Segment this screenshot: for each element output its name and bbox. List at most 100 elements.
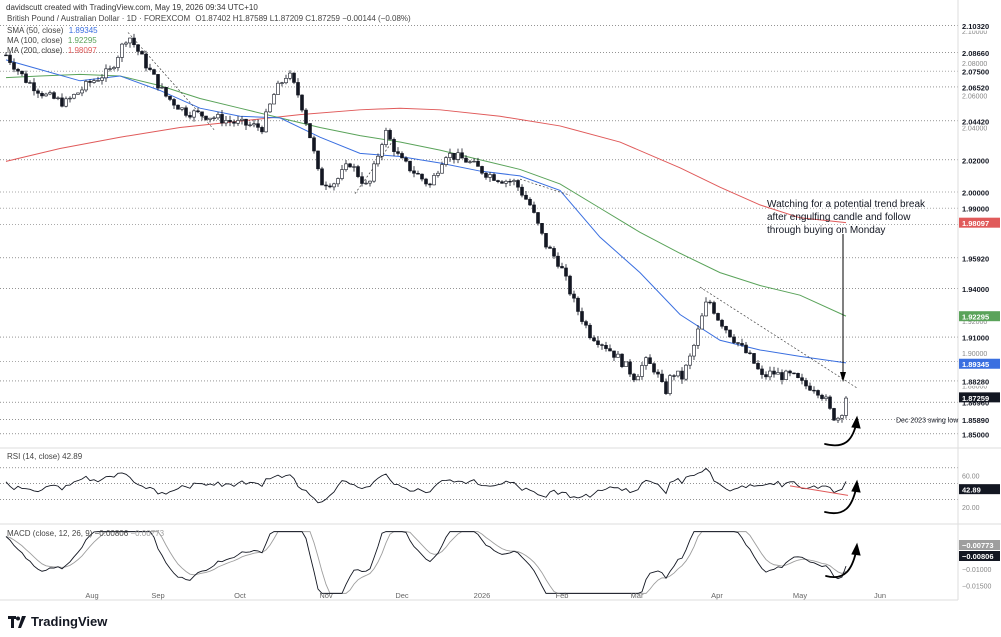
candle-body: [196, 110, 200, 113]
candle-body: [52, 92, 56, 99]
macd-legend[interactable]: MACD (close, 12, 26, 9) −0.00806 −0.0077…: [7, 529, 164, 538]
candle-body: [420, 173, 424, 180]
candle-body: [188, 115, 192, 118]
candle-body: [292, 72, 296, 83]
drawn-arrows: [824, 234, 861, 578]
candle-body: [636, 376, 640, 381]
level-label: 1.91000: [962, 334, 989, 343]
candle-body: [632, 373, 636, 381]
candle-body: [68, 97, 72, 100]
candle-body: [180, 107, 184, 110]
candle-body: [408, 160, 412, 172]
candle-body: [228, 120, 232, 123]
candle-body: [332, 183, 336, 188]
candle-body: [248, 124, 252, 126]
candle-body: [628, 361, 632, 375]
candle-body: [724, 326, 728, 331]
candle-body: [108, 68, 112, 70]
rsi-value-tag-bg: [959, 484, 1000, 495]
candlesticks: [4, 33, 848, 423]
time-axis-label: Nov: [319, 591, 333, 600]
tradingview-logo-icon: [8, 615, 26, 628]
candle-body: [760, 368, 764, 375]
candle-body: [476, 160, 480, 167]
candle-body: [376, 155, 380, 165]
candle-body: [768, 370, 772, 378]
candle-body: [824, 396, 828, 399]
sma50-legend[interactable]: SMA (50, close) 1.89345: [7, 26, 98, 35]
candle-body: [624, 361, 628, 367]
rsi-tick-label: 60.00: [962, 474, 980, 481]
candle-body: [472, 160, 476, 163]
level-label: 2.02000: [962, 156, 989, 165]
candle-body: [84, 81, 88, 91]
candle-body: [764, 374, 768, 378]
candle-body: [268, 103, 272, 113]
candle-body: [792, 372, 796, 375]
candle-body: [156, 74, 160, 89]
price-tick-label: 2.08000: [962, 61, 987, 68]
candle-body: [32, 82, 36, 92]
candle-body: [480, 166, 484, 174]
candle-body: [608, 348, 612, 352]
candle-body: [688, 355, 692, 366]
level-label-bg: [959, 66, 1000, 77]
trend-line: [519, 178, 571, 196]
price-tick-label: 2.10000: [962, 29, 987, 36]
candle-body: [716, 313, 720, 321]
sma50-value: 1.89345: [68, 26, 98, 35]
time-axis-label: Apr: [711, 591, 723, 600]
candle-body: [448, 152, 452, 158]
candle-body: [384, 130, 388, 145]
macd-value-tag: −0.00773: [962, 541, 994, 550]
candle-body: [712, 302, 716, 314]
trend-lines: [127, 32, 859, 389]
candle-body: [648, 357, 652, 364]
candle-body: [652, 363, 656, 373]
value-tag-bg: [959, 358, 1000, 369]
trend-line: [354, 141, 393, 194]
sma100-legend[interactable]: MA (100, close) 1.92295: [7, 36, 97, 45]
candle-body: [308, 123, 312, 139]
time-axis-label: May: [793, 591, 807, 600]
candle-body: [436, 172, 440, 176]
candle-body: [600, 344, 604, 346]
candle-body: [160, 86, 164, 89]
candle-body: [460, 152, 464, 159]
candle-body: [168, 95, 172, 100]
candle-body: [424, 178, 428, 185]
candle-body: [236, 120, 240, 124]
candle-body: [8, 54, 12, 63]
candle-body: [116, 57, 120, 68]
candle-body: [804, 380, 808, 387]
candle-body: [776, 372, 780, 375]
candle-body: [552, 248, 556, 257]
candle-body: [4, 54, 8, 57]
ohlc-values: O1.87402 H1.87589 L1.87209 C1.87259 −0.0…: [195, 14, 411, 23]
value-tag-label: 1.92295: [962, 313, 989, 322]
time-axis-label: Dec: [395, 591, 409, 600]
candle-body: [176, 104, 180, 110]
candle-body: [80, 89, 84, 94]
candle-body: [120, 43, 124, 58]
candle-body: [732, 336, 736, 343]
candle-body: [588, 324, 592, 339]
candle-body: [488, 174, 492, 178]
candle-body: [340, 169, 344, 179]
level-label: 2.10320: [962, 22, 989, 31]
candle-body: [360, 176, 364, 184]
instrument-legend: British Pound / Australian Dollar · 1D ·…: [7, 14, 411, 23]
value-tag-bg: [959, 311, 1000, 322]
candle-body: [504, 180, 508, 184]
annotation-pointer-head: [840, 372, 846, 382]
sma200-legend[interactable]: MA (200, close) 1.98097: [7, 46, 97, 55]
price-arrow: [824, 424, 857, 447]
level-label: 1.94000: [962, 285, 989, 294]
rsi-legend[interactable]: RSI (14, close) 42.89: [7, 452, 82, 461]
level-label-bg: [959, 414, 1000, 425]
candle-body: [300, 94, 304, 111]
time-axis-label: Feb: [556, 591, 569, 600]
macd-signal-line: [5, 531, 847, 594]
tradingview-logo[interactable]: TradingView: [8, 614, 107, 629]
candle-body: [388, 130, 392, 140]
